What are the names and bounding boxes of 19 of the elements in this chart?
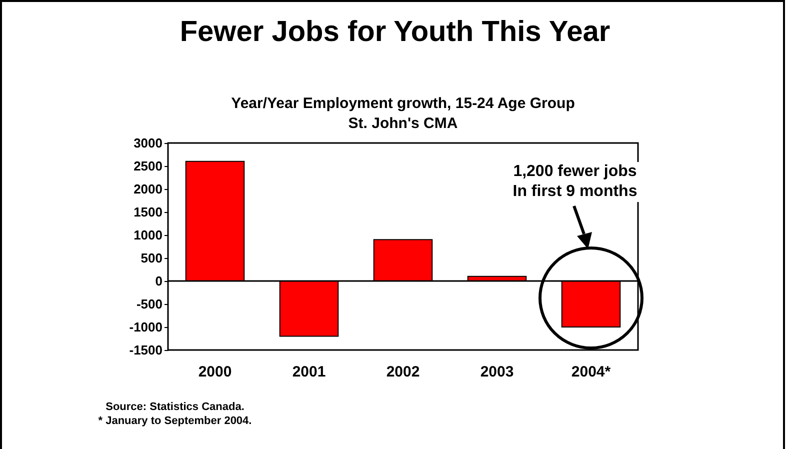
y-tick-label: -500: [136, 296, 162, 312]
y-tick-label: -1000: [129, 320, 162, 334]
x-tick-label: 2000: [198, 364, 232, 380]
y-tick-label: 2000: [134, 182, 162, 196]
y-tick-label: 3000: [134, 136, 162, 150]
x-tick-label: 2001: [292, 364, 326, 380]
x-tick-label: 2004*: [571, 364, 611, 380]
chart-subtitle: Year/Year Employment growth, 15-24 Age Group St. John's CMA: [230, 94, 576, 134]
annotation: 1,200 fewer jobs In first 9 months: [500, 162, 650, 202]
x-tick-label: 2002: [386, 364, 420, 380]
source-note: Source: Statistics Canada. * January to September 2004.: [97, 400, 253, 428]
y-tick-label: 1000: [134, 228, 162, 242]
y-tick-label: 0: [155, 274, 162, 288]
y-tick-label: 1500: [134, 204, 162, 220]
x-tick-label: 2003: [480, 364, 514, 380]
chart-title: Fewer Jobs for Youth This Year: [178, 16, 612, 49]
y-tick-label: 500: [140, 250, 162, 266]
y-tick-label: -1500: [129, 342, 162, 358]
y-tick-label: 2500: [134, 158, 162, 174]
